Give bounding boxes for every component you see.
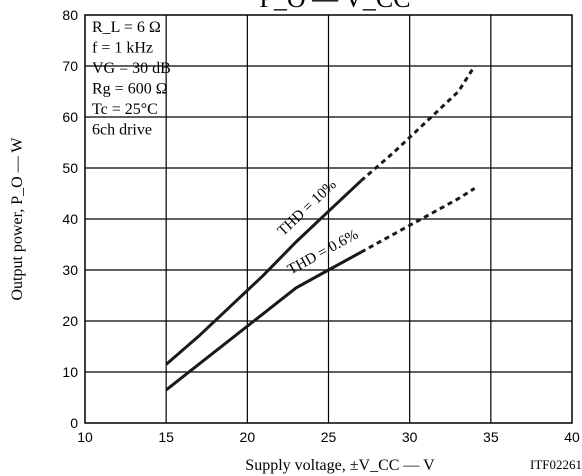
- x-tick-label: 20: [240, 429, 256, 445]
- y-tick-label: 40: [62, 211, 78, 227]
- series-line-solid: [165, 250, 362, 392]
- y-tick-label: 70: [62, 58, 78, 74]
- series-line-dashed: [360, 187, 476, 254]
- y-tick-label: 0: [70, 415, 78, 431]
- condition-line: 6ch drive: [92, 122, 152, 139]
- series-line-dashed: [360, 65, 476, 182]
- condition-line: Rg = 600 Ω: [92, 81, 168, 98]
- y-tick-label: 20: [62, 313, 78, 329]
- condition-line: f = 1 kHz: [92, 40, 153, 57]
- y-tick-label: 10: [62, 364, 78, 380]
- x-tick-label: 10: [77, 429, 93, 445]
- y-tick-label: 50: [62, 160, 78, 176]
- condition-line: R_L = 6 Ω: [92, 19, 161, 36]
- x-tick-label: 40: [564, 429, 580, 445]
- y-tick-label: 60: [62, 109, 78, 125]
- x-tick-label: 30: [402, 429, 418, 445]
- condition-line: VG = 30 dB: [92, 60, 171, 77]
- x-axis-label: Supply voltage, ±V_CC — V: [245, 457, 435, 474]
- y-tick-label: 30: [62, 262, 78, 278]
- condition-line: Tc = 25°C: [92, 101, 158, 118]
- x-tick-label: 25: [321, 429, 337, 445]
- figure-code: ITF02261: [530, 457, 582, 472]
- conditions-block: R_L = 6 Ω f = 1 kHz VG = 30 dB Rg = 600 Ω Tc…: [92, 19, 171, 139]
- plot-frame: [84, 14, 573, 424]
- grid-lines: [85, 15, 572, 423]
- chart-title: P_O — V_CC: [259, 0, 410, 13]
- y-tick-label: 80: [62, 7, 78, 23]
- x-tick-label: 15: [158, 429, 174, 445]
- series-line-solid: [165, 179, 363, 366]
- x-tick-label: 35: [483, 429, 499, 445]
- y-axis-label: Output power, P_O — W: [9, 137, 26, 301]
